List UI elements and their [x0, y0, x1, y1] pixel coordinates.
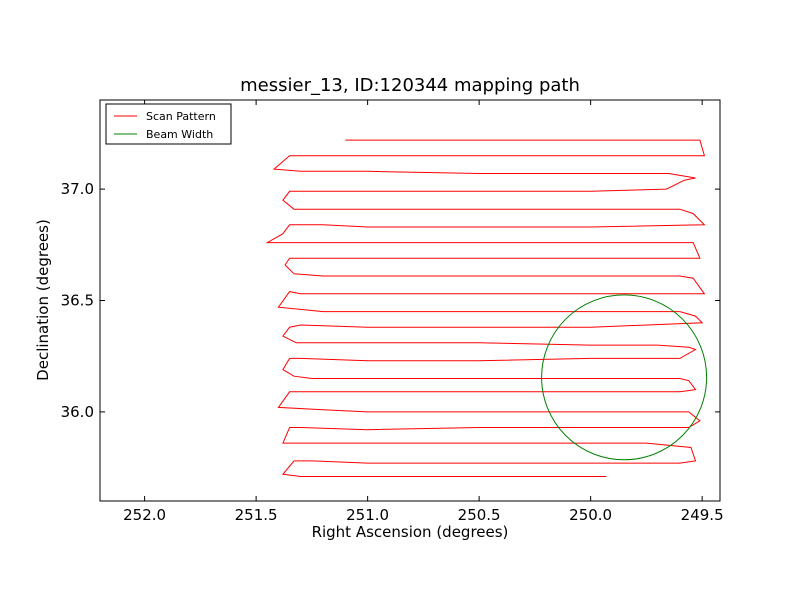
- plot-area: 252.0 251.5 251.0 250.5 250.0 249.5 36.036.53…: [61, 99, 724, 524]
- x-tick-label: 251.5: [235, 506, 278, 524]
- x-tick-label: 251.0: [346, 506, 389, 524]
- legend: Scan Pattern Beam Width: [105, 103, 232, 145]
- plot-frame: [99, 99, 721, 502]
- y-axis: 36.0 36.5 37.0: [61, 180, 720, 421]
- x-axis-label: Right Ascension (degrees): [312, 523, 509, 541]
- series-layer: [265, 139, 708, 477]
- y-tick-label: 37.0: [61, 180, 94, 198]
- chart-title: messier_13, ID:120344 mapping path: [240, 75, 580, 96]
- y-tick-label: 36.5: [61, 292, 94, 310]
- x-tick-label: 249.5: [681, 506, 724, 524]
- legend-label-beam-width: Beam Width: [146, 128, 213, 141]
- y-tick-label: 36.0: [61, 403, 94, 421]
- series-scan-pattern: [265, 139, 706, 477]
- series-beam-width: [541, 294, 708, 461]
- y-axis-label: Declination (degrees): [34, 219, 52, 381]
- legend-box: [105, 103, 232, 145]
- x-tick-label: 252.0: [123, 506, 166, 524]
- x-tick-label: 250.0: [569, 506, 612, 524]
- legend-label-scan-pattern: Scan Pattern: [146, 110, 216, 123]
- x-tick-label: 250.5: [458, 506, 501, 524]
- x-axis: 252.0 251.5 251.0 250.5 250.0 249.5: [123, 100, 724, 524]
